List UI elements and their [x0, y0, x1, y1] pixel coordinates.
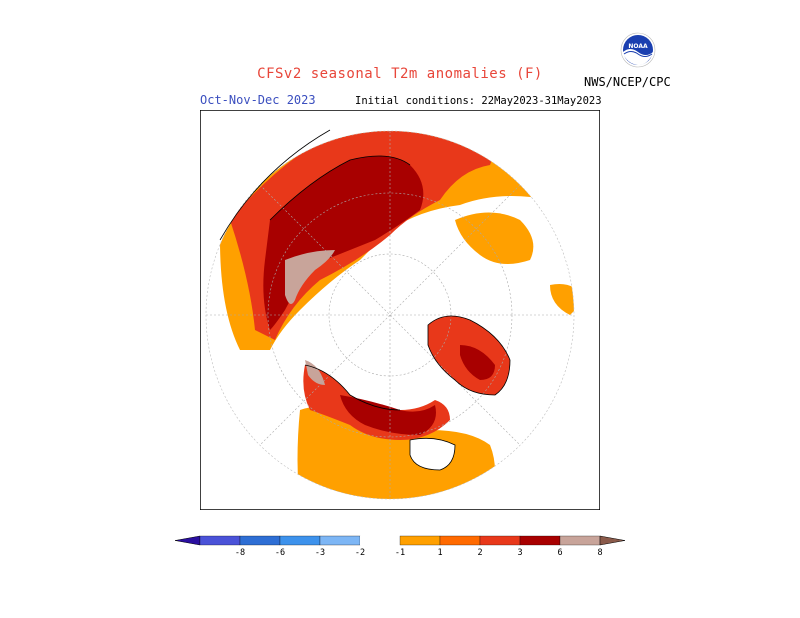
legend-box [519, 535, 561, 546]
legend-tick-label: -3 [315, 548, 325, 558]
hudson-bay [410, 438, 455, 470]
legend-tick-label: -1 [395, 548, 405, 558]
canada-anomaly-darkred [340, 395, 436, 435]
legend-box [439, 535, 481, 546]
legend-tick-label: 2 [477, 548, 482, 558]
legend-box [479, 535, 521, 546]
map-title: CFSv2 seasonal T2m anomalies (F) [257, 66, 543, 82]
legend-box [399, 535, 441, 546]
legend-tick-label: 8 [597, 548, 602, 558]
legend-tick-label: 1 [437, 548, 442, 558]
legend-box [360, 536, 400, 545]
color-legend: -8 -6 -3 -2 -1 1 2 3 6 8 [174, 535, 626, 558]
legend-box [319, 535, 361, 546]
polar-anomaly-map [200, 110, 600, 510]
legend-tick-label: -2 [355, 548, 365, 558]
north-america-anomaly-orange [297, 406, 495, 499]
season-label: Oct-Nov-Dec 2023 [200, 93, 316, 107]
initial-conditions-label: Initial conditions: 22May2023-31May2023 [355, 95, 602, 107]
siberia-anomaly-extreme [285, 250, 335, 304]
legend-tick-label: -8 [235, 548, 245, 558]
siberia-anomaly-darkred [263, 156, 424, 330]
svg-text:NOAA: NOAA [628, 43, 648, 50]
legend-tick-label: 6 [557, 548, 562, 558]
legend-arrow-high [599, 535, 626, 546]
legend-box [279, 535, 321, 546]
legend-box [559, 535, 601, 546]
europe-anomaly-orange [455, 212, 534, 264]
legend-tick-label: -6 [275, 548, 285, 558]
agency-label: NWS/NCEP/CPC [584, 75, 671, 89]
greenland-anomaly-darkred [460, 345, 495, 380]
legend-arrow-low [174, 535, 201, 546]
legend-box [239, 535, 281, 546]
legend-box [199, 535, 241, 546]
legend-tick-label: 3 [517, 548, 522, 558]
noaa-logo-icon: NOAA [620, 32, 656, 68]
